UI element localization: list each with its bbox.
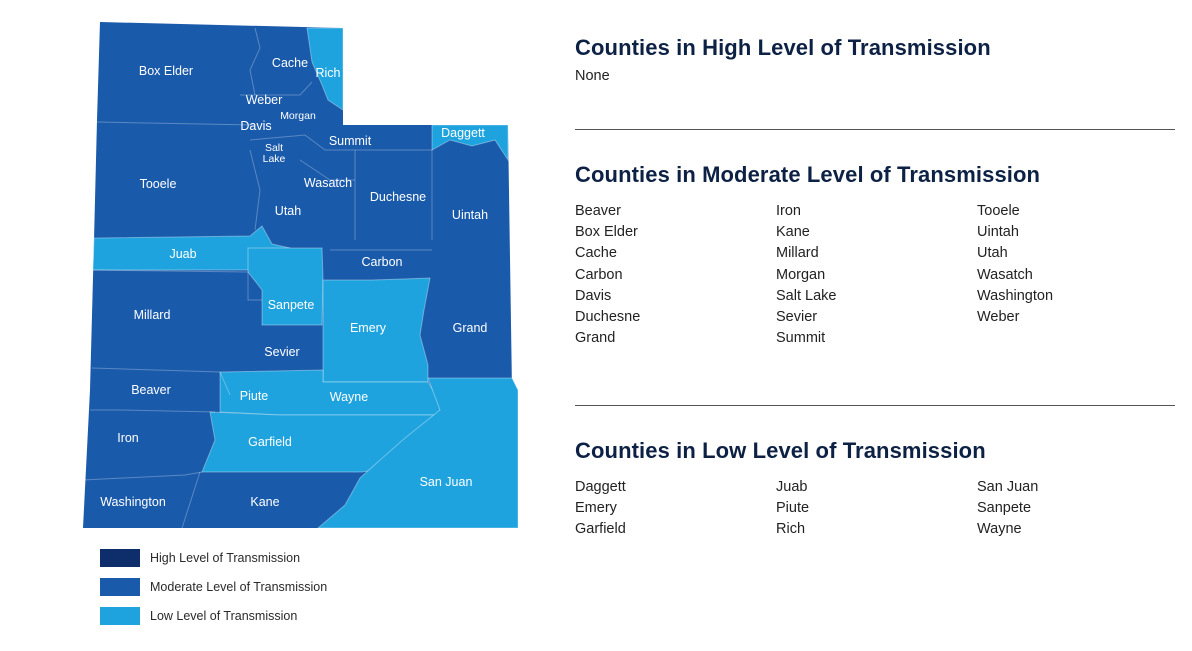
county-label-iron: Iron <box>117 431 139 445</box>
county-label-emery: Emery <box>350 321 387 335</box>
moderate-county-list: Beaver Box Elder Cache Carbon Davis Duchesne G… <box>575 201 1178 349</box>
moderate-column: Beaver Box Elder Cache Carbon Davis Duchesne G… <box>575 201 776 349</box>
county-label-sevier: Sevier <box>264 345 299 359</box>
legend-item-low: Low Level of Transmission <box>100 606 327 626</box>
county-label-davis: Davis <box>240 119 271 133</box>
county-list-item: Millard <box>776 245 819 262</box>
county-label-summit: Summit <box>329 134 372 148</box>
county-label-uintah: Uintah <box>452 208 488 222</box>
county-list-item: Salt Lake <box>776 287 837 304</box>
legend-item-moderate: Moderate Level of Transmission <box>100 577 327 597</box>
county-list-item: Duchesne <box>575 309 641 326</box>
county-label-tooele: Tooele <box>140 177 177 191</box>
moderate-section: Counties in Moderate Level of Transmissi… <box>575 159 1178 349</box>
legend: High Level of Transmission Moderate Level… <box>100 548 327 635</box>
county-list-item: Cache <box>575 245 617 262</box>
county-label-wasatch: Wasatch <box>304 176 352 190</box>
legend-label: Moderate Level of Transmission <box>150 580 328 594</box>
moderate-column: Iron Kane Millard Morgan Salt Lake Sevier Summ… <box>776 201 977 349</box>
county-list-item: Morgan <box>776 266 826 283</box>
utah-map-svg: Box Elder Cache Rich Weber Morgan Davis Summit… <box>82 22 519 529</box>
low-section-title: Counties in Low Level of Transmission <box>575 438 986 463</box>
legend-label: High Level of Transmission <box>150 551 301 565</box>
county-label-box-elder: Box Elder <box>139 64 193 78</box>
legend-swatch-high <box>100 549 140 567</box>
legend-swatch-low <box>100 607 140 625</box>
low-section: Counties in Low Level of Transmission Da… <box>575 435 1178 541</box>
county-list-item: Davis <box>575 287 612 304</box>
legend-swatch-moderate <box>100 578 140 596</box>
low-column: Daggett Emery Garfield <box>575 477 776 541</box>
high-none-text: None <box>575 68 610 84</box>
county-label-morgan: Morgan <box>280 110 316 122</box>
county-label-piute: Piute <box>240 389 269 403</box>
county-label-cache: Cache <box>272 56 308 70</box>
county-list-item: Washington <box>977 287 1054 304</box>
county-list-item: Tooele <box>977 203 1020 219</box>
county-list-item: Rich <box>776 521 806 538</box>
low-county-list: Daggett Emery Garfield Juab Piute Rich San Jua… <box>575 477 1178 541</box>
legend-item-high: High Level of Transmission <box>100 548 327 568</box>
county-list-item: Emery <box>575 500 617 517</box>
high-section-title: Counties in High Level of Transmission <box>575 35 991 60</box>
county-sanpete[interactable] <box>247 247 324 326</box>
county-list-item: Grand <box>575 330 616 347</box>
moderate-column: Tooele Uintah Utah Wasatch Washington Weber <box>977 201 1178 349</box>
county-label-utah: Utah <box>275 204 301 218</box>
divider-1 <box>575 129 1175 130</box>
county-list-item: Carbon <box>575 266 623 283</box>
low-column: San Juan Sanpete Wayne <box>977 477 1178 541</box>
high-section: Counties in High Level of Transmission N… <box>575 32 1178 84</box>
county-label-carbon: Carbon <box>362 255 403 269</box>
county-list-item: Sanpete <box>977 500 1032 517</box>
county-list-item: Wasatch <box>977 266 1033 283</box>
divider-2 <box>575 405 1175 406</box>
county-label-kane: Kane <box>250 495 279 509</box>
county-list-item: Utah <box>977 245 1008 262</box>
county-label-salt-lake: Salt Lake <box>263 142 286 165</box>
county-list-item: San Juan <box>977 479 1039 495</box>
county-list-item: Sevier <box>776 309 818 326</box>
county-list-item: Beaver <box>575 203 621 219</box>
county-list-item: Piute <box>776 500 810 517</box>
county-label-grand: Grand <box>453 321 488 335</box>
county-label-rich: Rich <box>315 66 340 80</box>
county-label-washington: Washington <box>100 495 166 509</box>
county-label-juab: Juab <box>169 247 196 261</box>
county-list-item: Iron <box>776 203 801 219</box>
county-san-juan[interactable] <box>316 377 519 529</box>
county-label-beaver: Beaver <box>131 383 171 397</box>
county-label-sanpete: Sanpete <box>268 298 315 312</box>
county-list-item: Wayne <box>977 521 1022 538</box>
county-label-millard: Millard <box>134 308 171 322</box>
county-daggett[interactable] <box>431 124 509 162</box>
county-list-item: Weber <box>977 309 1020 326</box>
county-rich[interactable] <box>306 27 344 111</box>
county-label-duchesne: Duchesne <box>370 190 426 204</box>
utah-county-map: Box Elder Cache Rich Weber Morgan Davis Summit… <box>0 0 560 651</box>
county-label-garfield: Garfield <box>248 435 292 449</box>
low-column: Juab Piute Rich <box>776 477 977 541</box>
county-label-weber: Weber <box>246 93 283 107</box>
county-label-daggett: Daggett <box>441 126 485 140</box>
legend-label: Low Level of Transmission <box>150 609 298 623</box>
county-label-wayne: Wayne <box>330 390 368 404</box>
moderate-section-title: Counties in Moderate Level of Transmissi… <box>575 162 1041 187</box>
county-list-item: Garfield <box>575 521 626 538</box>
county-borders <box>82 27 433 529</box>
county-list-item: Box Elder <box>575 224 638 241</box>
county-list-item: Kane <box>776 224 810 241</box>
county-list-item: Uintah <box>977 224 1019 241</box>
county-label-line: Salt <box>265 142 283 154</box>
county-list-item: Juab <box>776 479 808 495</box>
county-label-san-juan: San Juan <box>420 475 473 489</box>
county-list-item: Daggett <box>575 479 626 495</box>
county-list-item: Summit <box>776 330 826 347</box>
county-label-line: Lake <box>263 153 286 165</box>
